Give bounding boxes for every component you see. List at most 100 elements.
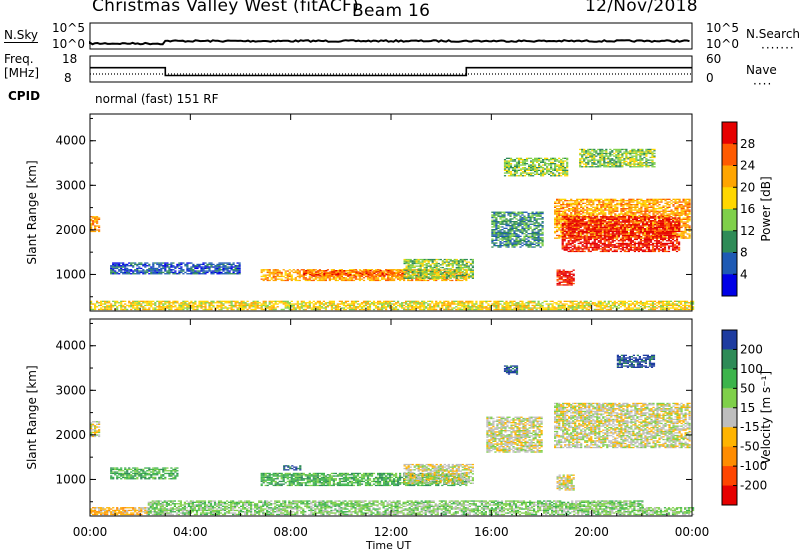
power-cell bbox=[536, 232, 538, 233]
power-cell bbox=[235, 266, 237, 267]
power-cell bbox=[442, 270, 444, 271]
power-cell bbox=[363, 301, 365, 302]
power-cell bbox=[124, 273, 126, 274]
power-cell bbox=[148, 309, 150, 310]
power-cell bbox=[538, 305, 540, 306]
power-cell bbox=[528, 229, 530, 230]
power-cell bbox=[263, 280, 265, 281]
power-cell bbox=[450, 268, 452, 269]
power-cell bbox=[341, 271, 343, 272]
power-cell bbox=[566, 301, 568, 302]
power-cell bbox=[136, 264, 138, 265]
power-cell bbox=[132, 301, 134, 302]
power-cell bbox=[560, 302, 562, 303]
power-cell bbox=[438, 275, 440, 276]
power-cell bbox=[245, 303, 247, 304]
power-cell bbox=[387, 280, 389, 281]
power-cell bbox=[335, 275, 337, 276]
power-cell bbox=[505, 225, 507, 226]
power-cell bbox=[196, 273, 198, 274]
power-cell bbox=[513, 245, 515, 246]
power-cell bbox=[210, 302, 212, 303]
power-cell bbox=[343, 279, 345, 280]
power-cell bbox=[210, 273, 212, 274]
power-cell bbox=[624, 213, 626, 214]
power-cell bbox=[425, 280, 427, 281]
power-cell bbox=[532, 175, 534, 176]
power-cell bbox=[335, 305, 337, 306]
power-cell bbox=[301, 306, 303, 307]
power-cell bbox=[381, 279, 383, 280]
power-cell bbox=[554, 158, 556, 159]
power-cell bbox=[517, 213, 519, 214]
power-cell bbox=[94, 305, 96, 306]
power-cell bbox=[269, 307, 271, 308]
power-cell bbox=[305, 280, 307, 281]
power-cell bbox=[210, 307, 212, 308]
power-cell bbox=[122, 301, 124, 302]
power-cell bbox=[186, 301, 188, 302]
power-cell bbox=[505, 221, 507, 222]
power-cell bbox=[495, 228, 497, 229]
power-cell bbox=[329, 274, 331, 275]
power-cell bbox=[281, 309, 283, 310]
power-cell bbox=[196, 266, 198, 267]
power-cell bbox=[542, 225, 544, 226]
power-cell bbox=[110, 303, 112, 304]
power-cell bbox=[164, 269, 166, 270]
power-cell bbox=[373, 305, 375, 306]
power-cell bbox=[462, 275, 464, 276]
power-cell bbox=[305, 309, 307, 310]
power-cell bbox=[523, 305, 525, 306]
power-cell bbox=[544, 163, 546, 164]
power-cell bbox=[285, 303, 287, 304]
power-cell bbox=[516, 170, 518, 171]
noise-panel-frame bbox=[90, 23, 692, 49]
power-cell bbox=[503, 237, 505, 238]
power-cell bbox=[511, 224, 513, 225]
power-cell bbox=[501, 226, 503, 227]
power-cell bbox=[427, 307, 429, 308]
power-cell bbox=[510, 158, 512, 159]
power-cell bbox=[475, 303, 477, 304]
power-cell bbox=[429, 305, 431, 306]
power-cell bbox=[158, 264, 160, 265]
power-cell bbox=[462, 260, 464, 261]
power-cell bbox=[578, 201, 580, 202]
power-region bbox=[110, 262, 241, 274]
power-cell bbox=[544, 164, 546, 165]
power-cell bbox=[483, 307, 485, 308]
power-cell bbox=[516, 158, 518, 159]
power-cell bbox=[656, 307, 658, 308]
power-cell bbox=[497, 237, 499, 238]
power-cell bbox=[572, 207, 574, 208]
power-cell bbox=[560, 162, 562, 163]
power-cell bbox=[343, 302, 345, 303]
power-cell bbox=[421, 280, 423, 281]
power-cell bbox=[568, 205, 570, 206]
power-cell bbox=[231, 269, 233, 270]
power-cell bbox=[588, 209, 590, 210]
power-cell bbox=[540, 238, 542, 239]
power-cell bbox=[513, 226, 515, 227]
power-cell bbox=[574, 307, 576, 308]
power-cell bbox=[576, 212, 578, 213]
power-cell bbox=[464, 278, 466, 279]
power-cell bbox=[548, 303, 550, 304]
power-cell bbox=[503, 303, 505, 304]
power-cell bbox=[511, 246, 513, 247]
power-cell bbox=[602, 215, 604, 216]
power-cell bbox=[491, 230, 493, 231]
power-cell bbox=[224, 266, 226, 267]
power-cell bbox=[317, 274, 319, 275]
power-cell bbox=[124, 301, 126, 302]
power-cell bbox=[554, 201, 556, 202]
power-cell bbox=[430, 271, 432, 272]
power-cell bbox=[509, 240, 511, 241]
power-cell bbox=[526, 160, 528, 161]
power-cell bbox=[212, 266, 214, 267]
power-cell bbox=[602, 219, 604, 220]
power-cell bbox=[624, 215, 626, 216]
power-cell bbox=[526, 163, 528, 164]
power-cell bbox=[375, 271, 377, 272]
